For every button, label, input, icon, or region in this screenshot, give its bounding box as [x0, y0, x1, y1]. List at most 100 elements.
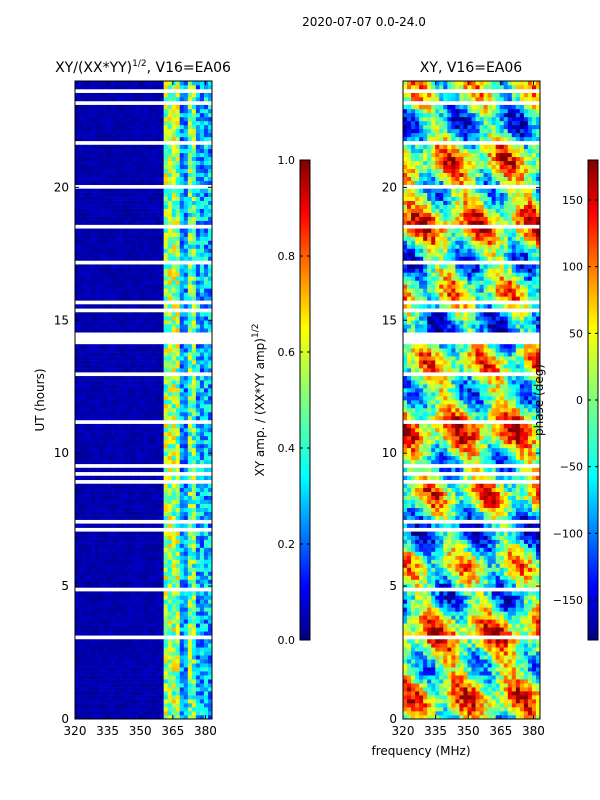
heatmap-cell	[127, 639, 132, 644]
heatmap-cell	[115, 272, 120, 277]
heatmap-cell	[115, 507, 120, 512]
heatmap-cell	[135, 543, 140, 548]
heatmap-cell	[75, 200, 80, 205]
heatmap-cell	[111, 108, 116, 114]
heatmap-cell	[199, 280, 205, 285]
heatmap-cell	[167, 679, 173, 684]
heatmap-cell	[83, 304, 88, 309]
heatmap-cell	[107, 607, 112, 612]
heatmap-cell	[119, 84, 124, 90]
heatmap-cell	[187, 160, 193, 166]
heatmap-cell	[107, 575, 112, 580]
heatmap-cell	[151, 619, 156, 624]
heatmap-cell	[155, 455, 161, 461]
heatmap-cell	[203, 104, 209, 110]
heatmap-cell	[143, 707, 148, 712]
heatmap-cell	[195, 663, 201, 668]
heatmap-cell	[151, 435, 156, 441]
heatmap-cell	[143, 607, 148, 612]
heatmap-cell	[143, 364, 148, 369]
heatmap-cell	[167, 667, 173, 672]
heatmap-cell	[199, 216, 205, 221]
heatmap-cell	[143, 196, 148, 201]
heatmap-cell	[103, 591, 108, 596]
heatmap-cell	[135, 104, 140, 110]
heatmap-cell	[183, 244, 189, 249]
heatmap-cell	[199, 268, 205, 273]
heatmap-cell	[103, 443, 108, 449]
heatmap-cell	[87, 439, 92, 445]
heatmap-cell	[83, 128, 88, 134]
heatmap-cell	[127, 455, 132, 461]
heatmap-cell	[75, 623, 80, 628]
heatmap-cell	[99, 344, 104, 349]
heatmap-cell	[95, 288, 100, 293]
heatmap-cell	[191, 427, 197, 433]
heatmap-cell	[111, 132, 116, 138]
heatmap-cell	[175, 112, 181, 118]
heatmap-cell	[75, 515, 80, 520]
heatmap-cell	[199, 619, 205, 624]
heatmap-cell	[107, 244, 112, 249]
heatmap-cell	[147, 200, 152, 205]
heatmap-cell	[143, 316, 148, 321]
heatmap-cell	[123, 555, 128, 560]
heatmap-cell	[147, 172, 152, 177]
heatmap-cell	[83, 663, 88, 668]
heatmap-cell	[115, 627, 120, 632]
heatmap-cell	[83, 344, 88, 349]
heatmap-cell	[207, 599, 213, 604]
heatmap-cell	[171, 204, 177, 209]
heatmap-cell	[75, 392, 80, 397]
heatmap-cell	[135, 507, 140, 512]
heatmap-cell	[83, 407, 88, 413]
heatmap-cell	[95, 380, 100, 385]
heatmap-cell	[167, 96, 173, 102]
heatmap-cell	[107, 392, 112, 397]
heatmap-cell	[123, 220, 128, 225]
heatmap-cell	[159, 475, 165, 481]
heatmap-cell	[183, 220, 189, 225]
heatmap-cell	[167, 160, 173, 166]
heatmap-cell	[443, 707, 448, 712]
heatmap-cell	[83, 703, 88, 708]
heatmap-cell	[167, 475, 173, 481]
heatmap-cell	[143, 104, 148, 110]
heatmap-cell	[83, 503, 88, 508]
heatmap-cell	[99, 108, 104, 114]
heatmap-cell	[191, 96, 197, 102]
heatmap-cell	[91, 248, 96, 253]
heatmap-cell	[183, 491, 189, 496]
heatmap-cell	[195, 595, 201, 600]
heatmap-cell	[159, 539, 165, 544]
heatmap-cell	[87, 128, 92, 134]
heatmap-cell	[151, 116, 156, 122]
heatmap-cell	[163, 252, 169, 257]
heatmap-cell	[191, 531, 197, 536]
heatmap-cell	[75, 232, 80, 237]
heatmap-cell	[163, 272, 169, 277]
heatmap-cell	[187, 551, 193, 556]
heatmap-cell	[99, 276, 104, 281]
heatmap-cell	[167, 483, 173, 489]
heatmap-cell	[99, 296, 104, 301]
heatmap-cell	[107, 643, 112, 648]
heatmap-cell	[75, 699, 80, 704]
heatmap-cell	[499, 711, 505, 716]
heatmap-cell	[195, 403, 201, 409]
heatmap-cell	[159, 400, 165, 405]
heatmap-cell	[159, 248, 165, 253]
heatmap-cell	[207, 611, 213, 616]
heatmap-cell	[115, 160, 120, 166]
heatmap-cell	[195, 208, 201, 213]
heatmap-cell	[175, 523, 181, 528]
heatmap-cell	[83, 539, 88, 544]
heatmap-cell	[139, 435, 144, 441]
heatmap-cell	[87, 96, 92, 102]
heatmap-cell	[99, 288, 104, 293]
heatmap-cell	[103, 232, 108, 237]
heatmap-cell	[115, 112, 120, 118]
heatmap-cell	[167, 619, 173, 624]
heatmap-cell	[91, 212, 96, 217]
heatmap-cell	[207, 467, 213, 473]
